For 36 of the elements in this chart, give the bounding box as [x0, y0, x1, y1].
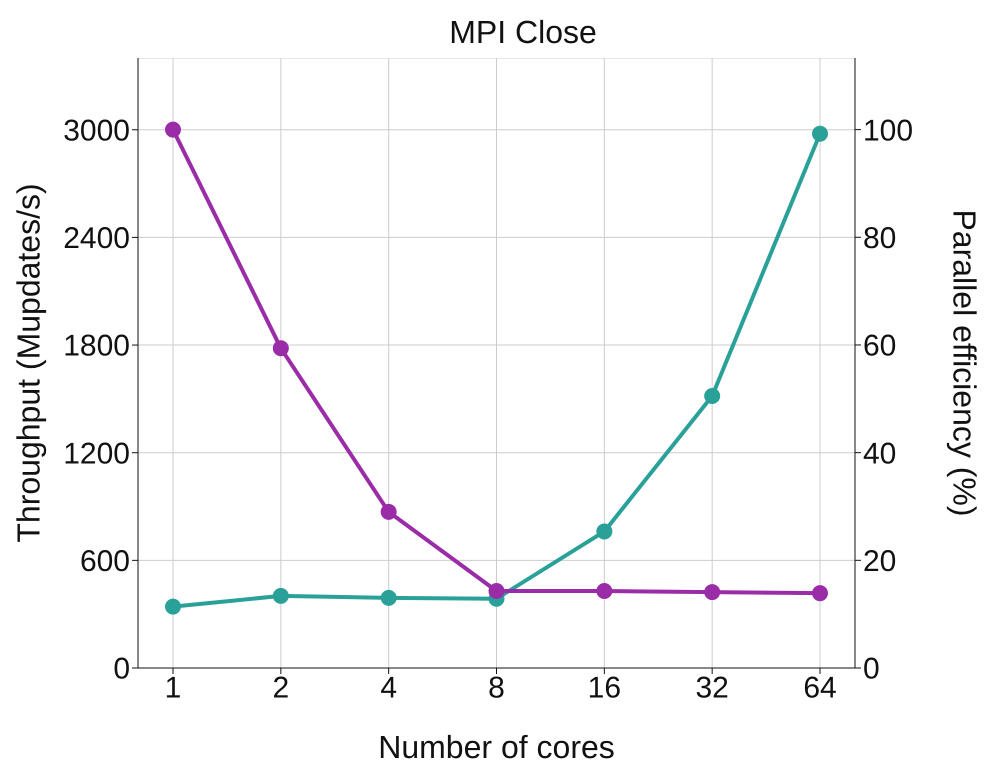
point	[812, 126, 828, 142]
chart-title: MPI Close	[448, 14, 598, 51]
y-tick-label: 1200	[63, 437, 130, 470]
point	[165, 598, 181, 615]
x-tick-label: 1	[164, 671, 182, 704]
y2-tick-label: 80	[863, 222, 896, 255]
y2-axis-title: Parallel efficiency (%)	[946, 209, 983, 517]
point	[704, 388, 720, 404]
x-axis-title: Number of cores	[378, 729, 615, 765]
y2-tick-label: 100	[863, 114, 914, 148]
x-tick-label: 4	[380, 671, 398, 704]
y2-tick-label: 40	[863, 437, 896, 470]
point	[596, 523, 612, 540]
y2-tick-label: 60	[863, 330, 896, 363]
point	[272, 340, 289, 356]
y-axis-title: Throughput (Mupdates/s)	[10, 183, 46, 543]
x-tick-label: 32	[695, 671, 729, 704]
point	[596, 583, 612, 600]
y-tick-label: 3000	[63, 114, 130, 148]
point	[812, 585, 828, 602]
point	[380, 590, 397, 606]
x-tick-label: 8	[488, 671, 505, 704]
x-tick-label: 2	[272, 671, 290, 704]
point	[380, 504, 397, 520]
point	[272, 588, 289, 604]
y2-tick-label: 20	[863, 544, 896, 578]
point	[488, 583, 504, 600]
point	[165, 122, 181, 138]
y-tick-label: 0	[113, 652, 130, 686]
y-tick-label: 600	[80, 545, 130, 578]
y-tick-label: 2400	[63, 222, 130, 256]
x-tick-label: 16	[588, 671, 622, 704]
y2-tick-label: 0	[863, 652, 880, 686]
x-tick-label: 64	[803, 671, 837, 704]
y-tick-label: 1800	[63, 330, 130, 363]
point	[704, 584, 720, 600]
